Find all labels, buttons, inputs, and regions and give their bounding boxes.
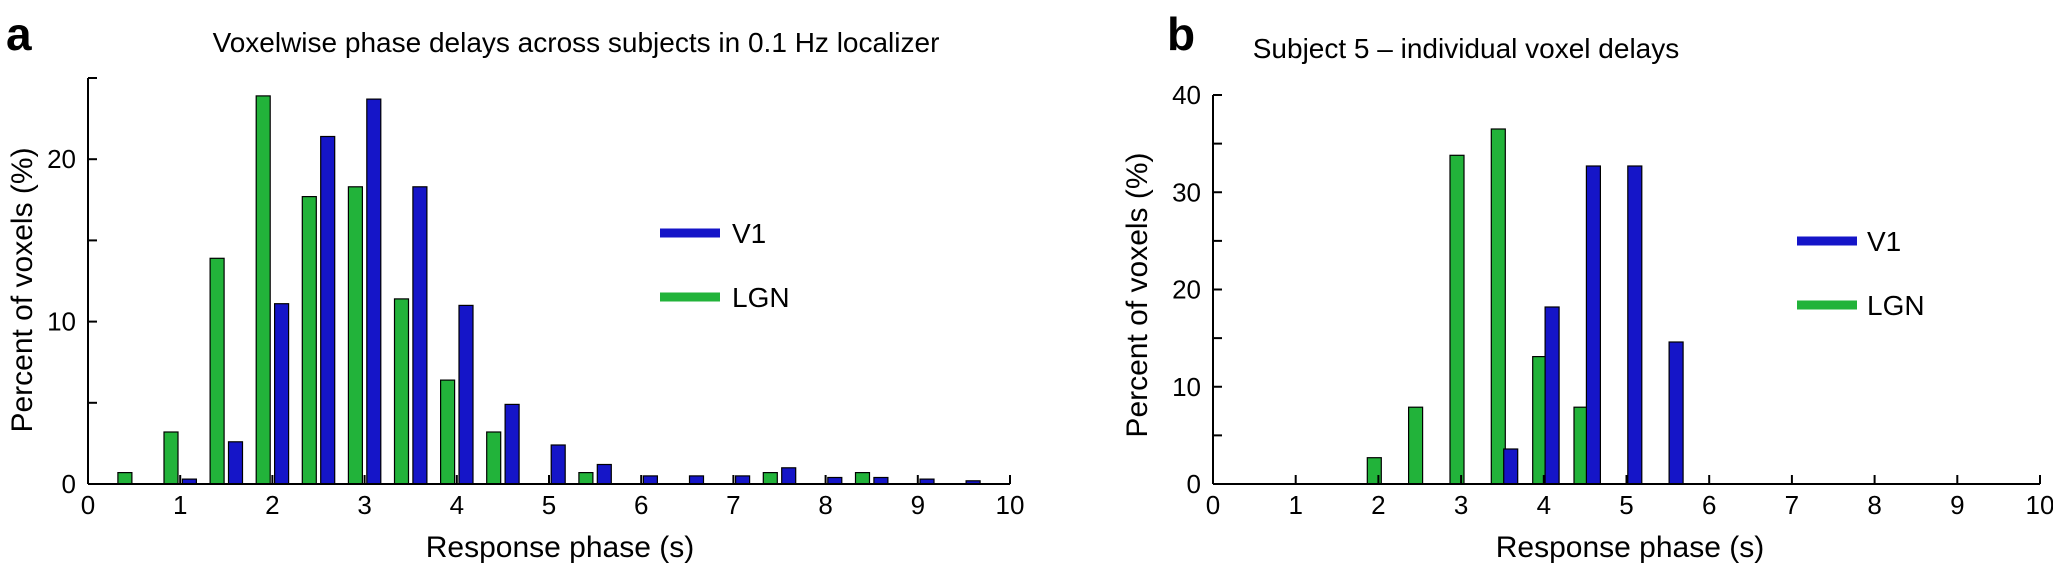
bar-v1-11 bbox=[688, 475, 705, 485]
x-tick-label: 0 bbox=[81, 490, 95, 520]
bar-lgn-2 bbox=[209, 257, 225, 485]
x-tick-label: 4 bbox=[1537, 490, 1551, 520]
chart-panel-b: b Subject 5 – individual voxel delays Resp… bbox=[1121, 8, 2053, 564]
bar-v1-4 bbox=[366, 98, 382, 485]
y-tick-label: 20 bbox=[47, 144, 76, 174]
bar-v1-5 bbox=[412, 186, 428, 485]
bar-lgn-3 bbox=[1490, 128, 1506, 485]
legend-label-lgn: LGN bbox=[1867, 290, 1925, 321]
bar-v1-1 bbox=[227, 441, 244, 485]
bar-lgn-4 bbox=[301, 196, 317, 485]
bar-lgn-3 bbox=[255, 95, 271, 485]
chart-title: Subject 5 – individual voxel delays bbox=[1253, 33, 1679, 64]
x-tick-label: 9 bbox=[1950, 490, 1964, 520]
bar-v1-12 bbox=[734, 475, 751, 485]
chart-title: Voxelwise phase delays across subjects i… bbox=[213, 27, 940, 58]
bar-v1-2 bbox=[274, 303, 290, 485]
legend-label-v1: V1 bbox=[732, 218, 766, 249]
x-tick-label: 3 bbox=[1454, 490, 1468, 520]
panel-letter: a bbox=[6, 8, 32, 60]
chart-panel-a: a Voxelwise phase delays across subjects … bbox=[6, 8, 1024, 564]
bar-v1-8 bbox=[550, 444, 566, 485]
bar-v1-0 bbox=[1503, 448, 1519, 485]
y-tick-label: 0 bbox=[62, 469, 76, 499]
bar-v1-4 bbox=[1668, 341, 1684, 485]
x-tick-label: 2 bbox=[265, 490, 279, 520]
legend-label-lgn: LGN bbox=[732, 282, 790, 313]
y-tick-label: 10 bbox=[1172, 372, 1201, 402]
y-axis-label: Percent of voxels (%) bbox=[6, 147, 39, 432]
y-axis-label: Percent of voxels (%) bbox=[1121, 152, 1154, 437]
x-tick-label: 4 bbox=[450, 490, 464, 520]
bar-lgn-5 bbox=[347, 186, 363, 485]
x-tick-label: 9 bbox=[911, 490, 925, 520]
x-tick-label: 10 bbox=[996, 490, 1025, 520]
x-axis-label: Response phase (s) bbox=[1496, 531, 1764, 564]
x-tick-label: 6 bbox=[1702, 490, 1716, 520]
x-tick-label: 1 bbox=[173, 490, 187, 520]
x-tick-label: 0 bbox=[1206, 490, 1220, 520]
panel-letter: b bbox=[1167, 8, 1195, 60]
bar-lgn-1 bbox=[163, 431, 179, 485]
bar-v1-7 bbox=[504, 403, 520, 485]
bar-lgn-10 bbox=[762, 472, 778, 485]
x-tick-label: 7 bbox=[1785, 490, 1799, 520]
x-axis-label: Response phase (s) bbox=[426, 531, 694, 564]
x-tick-label: 2 bbox=[1371, 490, 1385, 520]
bar-lgn-0 bbox=[117, 472, 133, 485]
x-tick-label: 1 bbox=[1288, 490, 1302, 520]
bar-v1-9 bbox=[596, 463, 612, 485]
bar-v1-10 bbox=[642, 475, 659, 485]
bar-v1-6 bbox=[458, 304, 474, 485]
x-tick-label: 7 bbox=[726, 490, 740, 520]
y-tick-label: 40 bbox=[1172, 80, 1201, 110]
y-tick-label: 30 bbox=[1172, 177, 1201, 207]
x-tick-label: 5 bbox=[542, 490, 556, 520]
bar-lgn-6 bbox=[393, 298, 410, 485]
legend-label-v1: V1 bbox=[1867, 226, 1901, 257]
bar-v1-13 bbox=[781, 467, 797, 485]
x-tick-label: 3 bbox=[357, 490, 371, 520]
bar-v1-2 bbox=[1585, 165, 1602, 485]
bar-lgn-7 bbox=[440, 379, 456, 485]
bar-v1-3 bbox=[320, 135, 336, 485]
bar-lgn-1 bbox=[1407, 406, 1424, 485]
x-tick-label: 8 bbox=[1867, 490, 1881, 520]
y-tick-label: 0 bbox=[1187, 469, 1201, 499]
bar-lgn-9 bbox=[578, 472, 594, 485]
x-tick-label: 8 bbox=[818, 490, 832, 520]
x-tick-label: 5 bbox=[1619, 490, 1633, 520]
y-tick-label: 20 bbox=[1172, 275, 1201, 305]
bar-lgn-8 bbox=[486, 431, 502, 485]
bar-v1-1 bbox=[1544, 306, 1560, 485]
bar-lgn-2 bbox=[1449, 154, 1465, 485]
x-tick-label: 10 bbox=[2026, 490, 2053, 520]
y-tick-label: 10 bbox=[47, 307, 76, 337]
bar-v1-3 bbox=[1627, 165, 1643, 485]
x-tick-label: 6 bbox=[634, 490, 648, 520]
bar-lgn-11 bbox=[854, 472, 871, 485]
